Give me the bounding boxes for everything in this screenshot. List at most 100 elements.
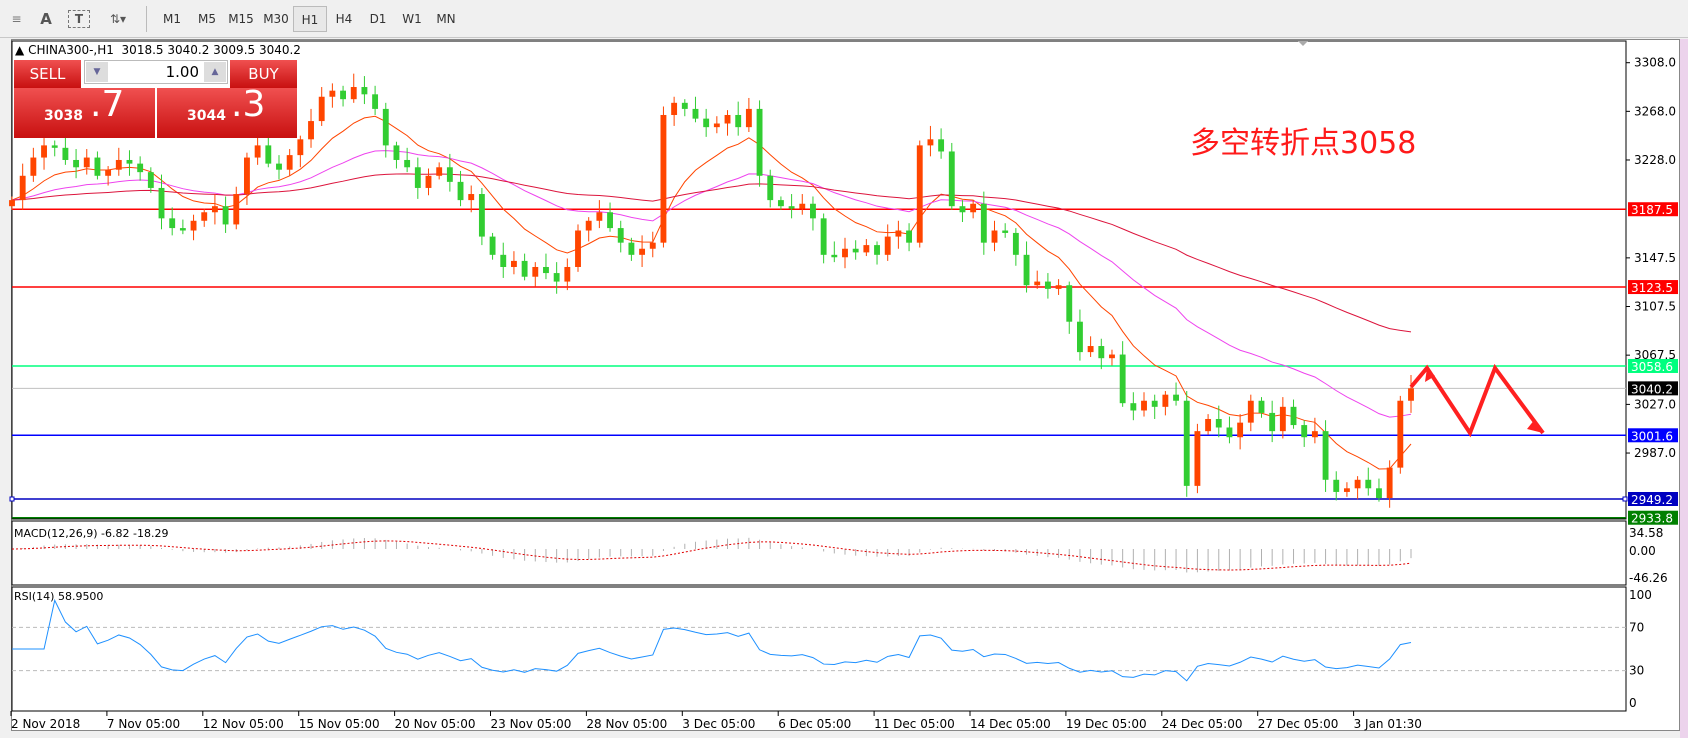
time-tick-label: 27 Dec 05:00 — [1258, 717, 1339, 731]
candle-body — [681, 102, 688, 109]
candle-body — [404, 159, 411, 168]
candle-body — [457, 181, 464, 201]
candle — [1397, 395, 1404, 474]
time-tick-label: 19 Dec 05:00 — [1066, 717, 1147, 731]
candle — [1098, 338, 1105, 370]
timeframe-m30[interactable]: M30 — [263, 12, 289, 26]
buy-price-button[interactable]: 3044 .3 — [157, 84, 297, 138]
sell-button[interactable]: SELL — [14, 60, 81, 88]
price-tick-label: 3027.0 — [1634, 397, 1676, 411]
candle — [1386, 460, 1393, 508]
text-label-icon[interactable]: T — [68, 10, 90, 28]
candle-body — [94, 157, 101, 176]
candle — [724, 110, 731, 136]
candle — [991, 220, 998, 252]
candle — [1215, 405, 1222, 438]
candle — [297, 135, 304, 168]
timeframe-h4[interactable]: H4 — [335, 12, 353, 26]
arrows-icon[interactable]: ⇅▾ — [109, 12, 127, 26]
sell-price-button[interactable]: 3038 .7 — [14, 84, 155, 138]
candle-body — [863, 245, 870, 253]
candle — [276, 155, 282, 180]
candle — [478, 187, 485, 246]
chart-shift-marker-icon — [1298, 41, 1308, 46]
candle-body — [73, 159, 80, 168]
candle-body — [158, 187, 165, 219]
timeframe-w1[interactable]: W1 — [402, 12, 422, 26]
level-handle-left — [9, 496, 15, 502]
candle-body — [948, 151, 955, 207]
candle — [211, 194, 218, 225]
candle — [788, 194, 795, 219]
timeframe-mn[interactable]: MN — [436, 12, 456, 26]
lot-increase-button[interactable]: ▲ — [204, 62, 226, 82]
time-tick-label: 20 Nov 05:00 — [395, 717, 476, 731]
annotation-text: 多空转折点3058 — [1190, 126, 1417, 161]
candle-body — [1397, 400, 1404, 468]
timeframe-m15[interactable]: M15 — [228, 12, 254, 26]
rsi-tick-label: 100 — [1629, 588, 1652, 602]
candle — [607, 202, 613, 232]
price-level-tag-bg — [1628, 510, 1678, 525]
candle-body — [671, 102, 678, 115]
timeframe-m1[interactable]: M1 — [163, 12, 181, 26]
candle-body — [414, 167, 421, 188]
text-icon[interactable]: A — [40, 10, 52, 28]
candle — [382, 102, 389, 158]
lot-size-field[interactable]: ▼ 1.00 ▲ — [84, 60, 228, 84]
candle — [468, 185, 475, 213]
candle-body — [788, 206, 795, 209]
candle-body — [265, 145, 272, 164]
candle — [147, 167, 154, 193]
candle — [692, 96, 699, 123]
candle-body — [585, 220, 592, 231]
rsi-tick-label: 30 — [1629, 664, 1644, 678]
candle-body — [1226, 427, 1233, 438]
candle — [318, 87, 325, 126]
candle — [959, 200, 966, 222]
candle-body — [724, 114, 731, 124]
price-level-tag-bg — [1628, 381, 1678, 396]
candle-body — [244, 157, 250, 195]
candle — [660, 106, 667, 248]
candle — [564, 258, 571, 291]
candle — [404, 147, 411, 173]
fibonacci-icon[interactable]: ≡ — [11, 12, 21, 26]
candle — [115, 147, 122, 176]
timeframe-d1[interactable]: D1 — [369, 12, 387, 26]
candle-body — [340, 90, 346, 100]
price-tick-label: 3067.5 — [1634, 348, 1676, 362]
candle-body — [478, 194, 485, 237]
candle-body — [489, 236, 496, 255]
collapse-triangle-icon[interactable]: ▲ — [15, 43, 25, 57]
lot-value[interactable]: 1.00 — [165, 63, 199, 81]
candle — [126, 150, 133, 176]
candle-body — [1183, 400, 1190, 486]
price-level-tag-text: 3123.5 — [1631, 281, 1673, 295]
buy-button[interactable]: BUY — [230, 60, 297, 88]
buy-price-major: 3044 — [187, 108, 226, 124]
candle-body — [468, 194, 475, 201]
candle — [895, 220, 902, 249]
candle-body — [1141, 400, 1147, 411]
candle-body — [1044, 281, 1051, 289]
candle — [1205, 414, 1212, 435]
price-level-tag-text: 3001.6 — [1631, 429, 1673, 443]
candle — [842, 237, 848, 269]
candle — [831, 241, 838, 263]
candle — [1087, 336, 1094, 357]
time-tick-label: 6 Dec 05:00 — [778, 717, 851, 731]
candle — [500, 242, 507, 278]
sell-price-major: 3038 — [44, 108, 83, 124]
lot-decrease-button[interactable]: ▼ — [86, 62, 108, 82]
candle-body — [532, 266, 539, 277]
timeframe-m5[interactable]: M5 — [198, 12, 216, 26]
candle — [585, 217, 592, 242]
rsi-tick-label: 70 — [1629, 620, 1644, 634]
candle — [425, 168, 432, 196]
candle-body — [372, 94, 379, 109]
candle — [713, 116, 720, 134]
timeframe-h1[interactable]: H1 — [293, 6, 327, 32]
candle-body — [777, 200, 784, 207]
